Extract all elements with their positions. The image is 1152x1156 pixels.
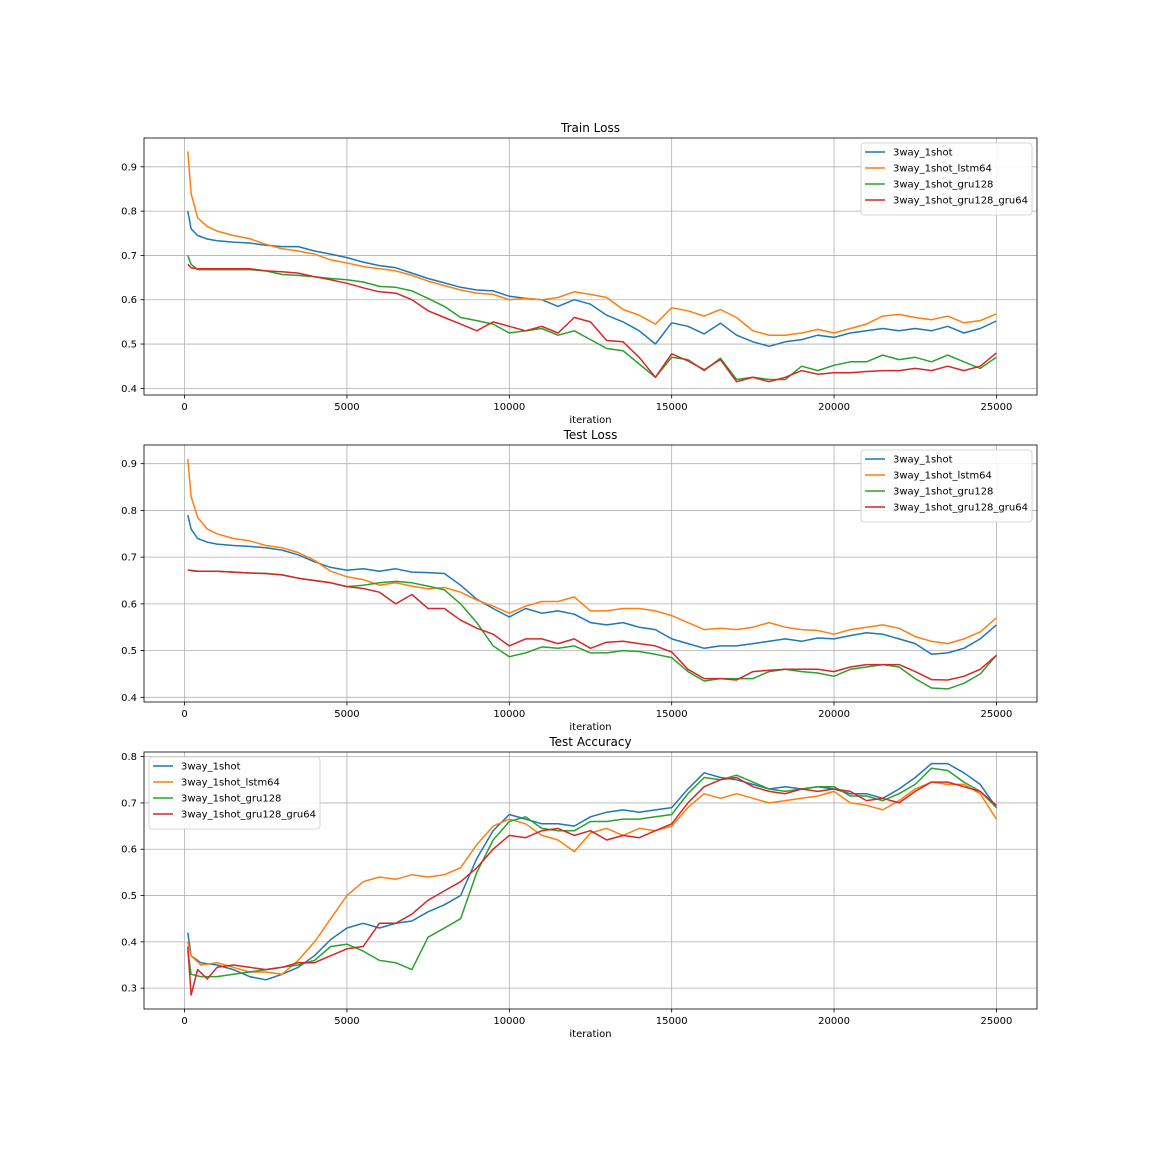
x-tick-label: 5000 (334, 402, 359, 413)
x-tick-label: 25000 (981, 709, 1013, 720)
y-tick-label: 0.9 (121, 162, 137, 173)
train-loss-chart: 0 5000 10000 15000 20000 25000 0.4 0.5 0.6 0.7 0.8… (121, 121, 1038, 426)
series-line-3way-1shot-gru128 (187, 255, 997, 381)
x-tick-label: 20000 (818, 709, 850, 720)
x-tick-label: 0 (181, 1016, 187, 1027)
legend-entry-label: 3way_1shot_lstm64 (181, 778, 280, 789)
x-tick-label: 10000 (493, 1016, 525, 1027)
legend-entry-label: 3way_1shot_gru128_gru64 (893, 196, 1028, 207)
x-tick-label: 15000 (656, 1016, 688, 1027)
axes-frame (143, 751, 1038, 1010)
legend-box (860, 142, 1033, 216)
y-tick-label: 0.7 (121, 251, 137, 262)
series-line-3way-1shot-gru128-gru64 (187, 263, 997, 383)
y-tick-label: 0.5 (121, 891, 137, 902)
y-tick-label: 0.4 (121, 384, 137, 395)
y-tick-label: 0.4 (121, 693, 137, 704)
chart-title: Test Accuracy (548, 735, 631, 749)
x-tick-label: 10000 (493, 402, 525, 413)
x-tick-label: 5000 (334, 1016, 359, 1027)
axes-frame (143, 137, 1038, 396)
x-axis-label: iteration (569, 415, 611, 426)
chart-title: Train Loss (560, 121, 620, 135)
series-line-3way-1shot (187, 762, 998, 981)
x-tick-label: 20000 (818, 402, 850, 413)
x-axis-label: iteration (569, 722, 611, 733)
x-tick-label: 0 (181, 402, 187, 413)
series-line-3way-1shot (187, 210, 997, 348)
chart-title: Test Loss (563, 428, 618, 442)
series-line-3way-1shot-gru128-gru64 (187, 569, 997, 681)
test-loss-chart: 0 5000 10000 15000 20000 25000 0.4 0.5 0.6 0.7 0.8… (121, 428, 1038, 733)
series-lines (187, 151, 997, 383)
x-tick-label: 20000 (818, 1016, 850, 1027)
legend-entry-label: 3way_1shot (181, 762, 241, 773)
y-tick-label: 0.7 (121, 553, 137, 564)
series-lines (187, 762, 998, 996)
legend-entry-label: 3way_1shot_gru128_gru64 (181, 810, 316, 821)
series-line-3way-1shot-lstm64 (187, 458, 997, 645)
legend: 3way_1shot 3way_1shot_lstm64 3way_1shot_gr… (860, 449, 1033, 523)
test-accuracy-chart: 0 5000 10000 15000 20000 25000 0.3 0.4 0.5 0.6 0.7… (121, 735, 1038, 1040)
x-tick-label: 25000 (981, 1016, 1013, 1027)
x-tick-label: 15000 (656, 709, 688, 720)
y-tick-label: 0.6 (121, 845, 137, 856)
y-tick-label: 0.8 (121, 207, 137, 218)
x-tick-label: 0 (181, 709, 187, 720)
legend-entry-label: 3way_1shot (893, 148, 953, 159)
legend-entry-label: 3way_1shot (893, 455, 953, 466)
x-tick-label: 25000 (981, 402, 1013, 413)
x-tick-label: 5000 (334, 709, 359, 720)
legend-entry-label: 3way_1shot_lstm64 (893, 164, 992, 175)
legend-entry-label: 3way_1shot_gru128_gru64 (893, 503, 1028, 514)
series-line-3way-1shot-lstm64 (187, 781, 998, 976)
series-lines (187, 458, 997, 690)
axes-frame (143, 444, 1038, 703)
x-tick-label: 10000 (493, 709, 525, 720)
y-tick-label: 0.6 (121, 295, 137, 306)
legend-entry-label: 3way_1shot_gru128 (893, 487, 993, 498)
x-tick-label: 15000 (656, 402, 688, 413)
legend-entry-label: 3way_1shot_gru128 (893, 180, 993, 191)
legend-box (860, 449, 1033, 523)
y-tick-label: 0.8 (121, 506, 137, 517)
y-tick-label: 0.7 (121, 798, 137, 809)
legend-entry-label: 3way_1shot_lstm64 (893, 471, 992, 482)
legend: 3way_1shot 3way_1shot_lstm64 3way_1shot_gr… (148, 756, 321, 830)
series-line-3way-1shot (187, 514, 997, 656)
y-tick-label: 0.4 (121, 937, 137, 948)
x-axis-label: iteration (569, 1029, 611, 1040)
y-tick-label: 0.8 (121, 752, 137, 763)
legend-box (148, 756, 321, 830)
y-tick-label: 0.6 (121, 599, 137, 610)
series-line-3way-1shot-gru128-gru64 (187, 776, 997, 996)
y-tick-label: 0.3 (121, 984, 137, 995)
legend: 3way_1shot 3way_1shot_lstm64 3way_1shot_gr… (860, 142, 1033, 216)
y-tick-label: 0.9 (121, 459, 137, 470)
y-tick-label: 0.5 (121, 340, 137, 351)
series-line-3way-1shot-lstm64 (187, 151, 997, 336)
legend-entry-label: 3way_1shot_gru128 (181, 794, 281, 805)
y-tick-label: 0.5 (121, 646, 137, 657)
